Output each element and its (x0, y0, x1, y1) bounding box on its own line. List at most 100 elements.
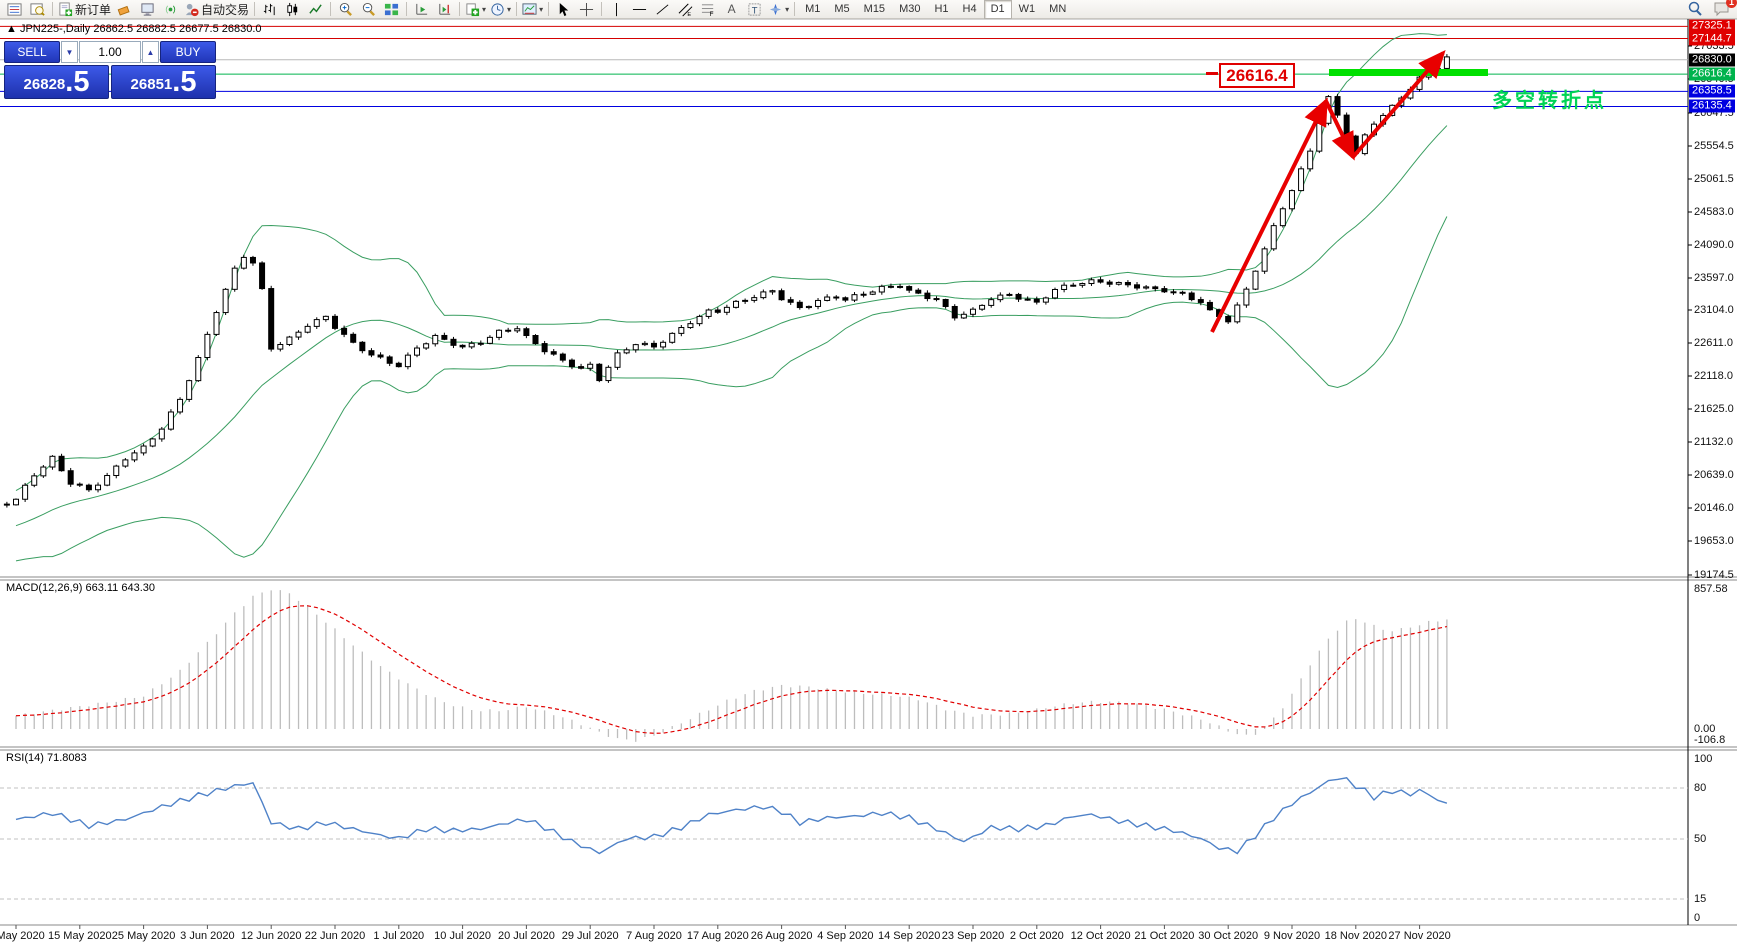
sell-price-button[interactable]: 26828 .5 (4, 65, 109, 99)
tile-windows-button[interactable] (380, 1, 403, 18)
eraser-button[interactable] (113, 1, 136, 18)
autoscroll-icon (416, 3, 428, 15)
candlestick (1343, 114, 1350, 137)
vline-button[interactable] (605, 1, 628, 18)
trendline-button[interactable] (651, 1, 674, 18)
candlestick (477, 342, 484, 345)
navigator-button[interactable] (26, 1, 49, 18)
candlestick (404, 354, 411, 368)
timeframe-w1[interactable]: W1 (1018, 2, 1036, 15)
fibonacci-button[interactable]: F (697, 1, 720, 18)
chart-shift-button[interactable] (433, 1, 456, 18)
zoom-out-button[interactable] (357, 1, 380, 18)
candlestick (1051, 288, 1058, 299)
period-button[interactable]: ▾ (488, 1, 513, 18)
hline-button[interactable] (628, 1, 651, 18)
candlestick (1124, 281, 1131, 286)
timeframe-m1[interactable]: M1 (805, 2, 821, 15)
candlestick (623, 349, 630, 354)
notifications-button[interactable]: 1 (1713, 0, 1737, 17)
candlestick (496, 329, 503, 338)
trend-arrow[interactable] (1351, 49, 1446, 159)
buy-price-button[interactable]: 26851 .5 (111, 65, 216, 99)
tile-windows-icon (384, 3, 399, 15)
timeframe-m30[interactable]: M30 (899, 2, 921, 15)
buy-button[interactable]: BUY (160, 41, 216, 63)
candlestick (815, 299, 822, 307)
sell-button[interactable]: SELL (4, 41, 60, 63)
cursor-button[interactable] (552, 1, 575, 18)
timeframe-h1[interactable]: H1 (934, 2, 949, 15)
candlestick (40, 466, 47, 477)
zoom-out-icon (362, 2, 375, 16)
candlestick (195, 357, 202, 382)
add-indicator-button[interactable]: ▾ (463, 1, 488, 18)
candlestick (1443, 56, 1450, 69)
metaeditor-button[interactable] (136, 1, 159, 18)
channel-button[interactable]: E (674, 1, 697, 18)
candlestick (377, 354, 384, 358)
volume-increase-button[interactable]: ▲ (142, 41, 159, 63)
timeframe-d1[interactable]: D1 (983, 0, 1012, 19)
candlestick (295, 331, 302, 338)
candlestick (1234, 304, 1241, 323)
candlestick (277, 343, 284, 350)
svg-text:E: E (687, 12, 691, 17)
candlestick (1115, 281, 1122, 285)
candlestick (1070, 284, 1077, 287)
alerts-button[interactable] (159, 1, 182, 18)
candlestick (915, 289, 922, 294)
search-icon[interactable] (1687, 1, 1703, 17)
candlestick (186, 380, 193, 400)
support-zone-bar[interactable] (1329, 69, 1488, 76)
collapse-arrow-icon[interactable]: ▲ (6, 23, 17, 35)
label-button[interactable]: T (743, 1, 766, 18)
timeframe-h4[interactable]: H4 (962, 2, 977, 15)
trend-arrow[interactable] (1210, 97, 1328, 333)
zoom-in-button[interactable] (334, 1, 357, 18)
trend-arrow[interactable] (1324, 100, 1355, 161)
candlestick (286, 336, 293, 345)
candlestick (1288, 190, 1295, 210)
candlestick (1298, 168, 1305, 192)
sound-icon (165, 4, 176, 14)
bar-chart-button[interactable] (258, 1, 281, 18)
candlestick (386, 356, 393, 364)
arrows-button[interactable]: ▾ (766, 1, 791, 18)
autotrade-button[interactable]: 自动交易 (182, 1, 251, 18)
candlestick (158, 428, 165, 440)
timeframe-m5[interactable]: M5 (834, 2, 850, 15)
candlestick (1088, 279, 1095, 285)
line-chart-button[interactable] (304, 1, 327, 18)
candlestick (714, 309, 721, 313)
candlestick (423, 343, 430, 349)
candlestick (988, 299, 995, 306)
vline-icon (616, 2, 618, 16)
timeframe-m15[interactable]: M15 (863, 2, 886, 15)
candlestick (568, 359, 575, 368)
template-button[interactable]: ▾ (520, 1, 545, 18)
candle-chart-button[interactable] (281, 1, 304, 18)
chart-window[interactable]: 27033.5 26540.5 26047.5 25554.5 25061.5 24583… (0, 19, 1737, 943)
timeframe-mn[interactable]: MN (1049, 2, 1067, 15)
navigator-icon (30, 2, 45, 16)
volume-input[interactable]: 1.00 (79, 41, 141, 63)
market-watch-button[interactable] (3, 1, 26, 18)
candlestick (596, 363, 603, 382)
buy-price-fraction: .5 (172, 66, 197, 98)
text-button[interactable]: A (720, 1, 743, 18)
autoscroll-button[interactable] (410, 1, 433, 18)
crosshair-button[interactable] (575, 1, 598, 18)
new-order-button[interactable]: 新订单 (56, 1, 113, 18)
pivot-note-text[interactable]: 多空转折点 (1492, 90, 1607, 112)
candlestick (687, 323, 694, 329)
buy-price-main: 26851 (130, 76, 173, 93)
chart-canvas[interactable] (0, 19, 1737, 943)
bollinger-band-line (15, 216, 1448, 562)
candlestick (787, 299, 794, 303)
candlestick (696, 315, 703, 325)
price-callout-box[interactable]: 26616.4 (1219, 63, 1295, 88)
candlestick (350, 333, 357, 343)
volume-decrease-button[interactable]: ▼ (61, 41, 78, 63)
candlestick (669, 332, 676, 343)
